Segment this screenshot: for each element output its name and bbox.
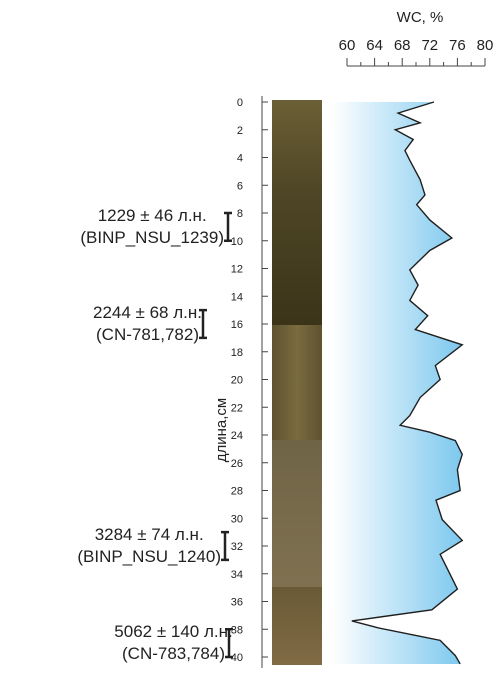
core-section xyxy=(272,325,322,440)
y-tick-label: 26 xyxy=(231,458,243,470)
plot-area xyxy=(332,101,464,665)
core-section xyxy=(272,440,322,587)
y-tick-label: 14 xyxy=(231,291,243,303)
y-axis-label: длина,см xyxy=(213,398,230,463)
date-bracket xyxy=(224,211,232,242)
sample-code: (CN-783,784) xyxy=(122,644,225,663)
chart-title: WC, % xyxy=(397,9,444,26)
sample-code: (BINP_NSU_1240) xyxy=(77,547,221,566)
x-tick-label: 80 xyxy=(477,37,494,54)
y-tick-label: 32 xyxy=(231,541,243,553)
y-tick-label: 28 xyxy=(231,486,243,498)
y-tick-label: 2 xyxy=(237,125,243,137)
y-tick-label: 36 xyxy=(231,597,243,609)
y-tick-label: 30 xyxy=(231,513,243,525)
x-tick-label: 68 xyxy=(394,37,411,54)
y-tick-label: 38 xyxy=(231,624,243,636)
y-tick-label: 18 xyxy=(231,347,243,359)
y-tick-label: 16 xyxy=(231,319,243,331)
y-tick-label: 12 xyxy=(231,264,243,276)
y-tick-label: 34 xyxy=(231,569,243,581)
x-tick-label: 72 xyxy=(421,37,438,54)
date-label: 5062 ± 140 л.н. xyxy=(114,622,232,641)
core-section xyxy=(272,587,322,665)
y-tick-label: 10 xyxy=(231,236,243,248)
date-label: 1229 ± 46 л.н. xyxy=(98,206,207,225)
date-bracket xyxy=(199,308,207,340)
sample-code: (BINP_NSU_1239) xyxy=(80,228,224,247)
core-photo xyxy=(272,100,322,665)
y-tick-label: 6 xyxy=(237,180,243,192)
y-tick-label: 8 xyxy=(237,208,243,220)
sample-code: (CN-781,782) xyxy=(96,325,199,344)
y-tick-label: 4 xyxy=(237,153,243,165)
y-tick-label: 24 xyxy=(231,430,243,442)
date-bracket xyxy=(225,628,233,659)
area-fill xyxy=(332,102,463,664)
date-label: 2244 ± 68 л.н. xyxy=(93,303,202,322)
core-section xyxy=(272,100,322,325)
y-tick-label: 0 xyxy=(237,97,243,109)
date-bracket xyxy=(221,530,229,562)
x-tick-label: 60 xyxy=(339,37,356,54)
y-tick-label: 22 xyxy=(231,402,243,414)
wc-line xyxy=(351,101,464,665)
x-tick-label: 76 xyxy=(449,37,466,54)
y-tick-label: 20 xyxy=(231,375,243,387)
y-tick-label: 40 xyxy=(231,652,243,664)
x-tick-label: 64 xyxy=(366,37,383,54)
date-label: 3284 ± 74 л.н. xyxy=(95,525,204,544)
